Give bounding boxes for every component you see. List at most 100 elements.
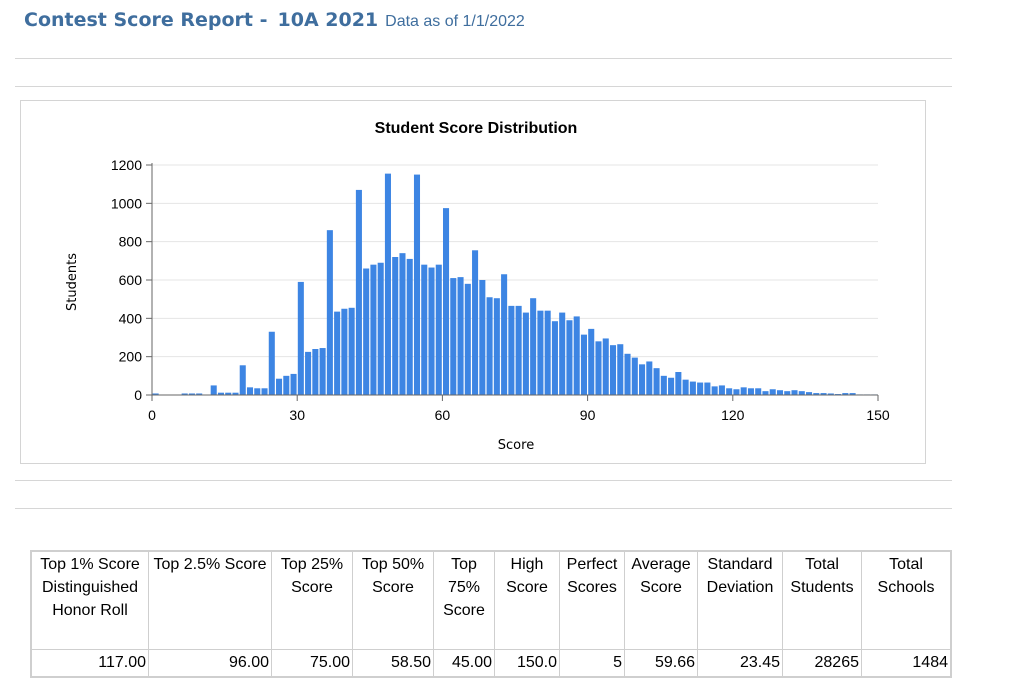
histogram-bar [399, 253, 406, 395]
value-total-schools: 1484 [861, 649, 952, 678]
histogram-bar [413, 174, 421, 395]
histogram-bar [617, 344, 624, 395]
histogram-bar [435, 264, 442, 395]
histogram-bar [660, 375, 667, 395]
histogram-bar [747, 388, 754, 395]
chart-grid [152, 164, 878, 358]
histogram-bar [276, 378, 283, 395]
histogram-bar [225, 392, 232, 395]
histogram-bar [776, 390, 784, 395]
histogram-bar [196, 393, 203, 395]
report-title: Contest Score Report - [24, 9, 268, 31]
histogram-bar [326, 230, 333, 395]
histogram-bar [254, 388, 261, 395]
chart-panel: Student Score Distribution 0 200 400 600 800… [20, 100, 926, 464]
histogram-bar [515, 305, 522, 395]
histogram-bar [493, 298, 500, 395]
histogram-bar [668, 377, 675, 395]
y-tick-label: 400 [119, 310, 143, 326]
page-title: Contest Score Report - 10A 2021 Data as of… [24, 9, 525, 31]
y-tick-label: 0 [134, 387, 142, 403]
histogram-bar [312, 349, 319, 395]
x-tick-label: 150 [866, 407, 890, 423]
histogram-bar [806, 392, 813, 395]
value-top-50-percent: 58.50 [352, 649, 434, 678]
histogram-bar [559, 312, 566, 395]
histogram-bar [334, 311, 341, 395]
histogram-bar [602, 338, 609, 395]
histogram-bar [355, 189, 362, 395]
histogram-bar [726, 388, 733, 395]
y-tick-label: 800 [119, 234, 143, 250]
histogram-bar [305, 351, 312, 395]
histogram-bar [522, 312, 529, 395]
histogram-bar [755, 388, 762, 395]
header-top-25-percent: Top 25% Score [271, 550, 353, 650]
histogram-bar [261, 388, 268, 395]
histogram-bar [682, 379, 689, 395]
chart-bars [152, 173, 878, 395]
y-tick-label: 200 [119, 349, 143, 365]
y-axis-label: Students [65, 253, 80, 311]
value-top-1-percent: 117.00 [30, 649, 149, 678]
value-top-25-percent: 75.00 [271, 649, 353, 678]
header-standard-deviation: Standard Deviation [697, 550, 783, 650]
divider-line [15, 480, 952, 481]
histogram-bar [370, 264, 377, 395]
histogram-bar [428, 267, 435, 395]
histogram-bar [580, 334, 587, 395]
histogram-bar [210, 385, 217, 395]
x-tick-label: 90 [580, 407, 596, 423]
histogram-bar [392, 257, 399, 395]
histogram-bar [798, 391, 805, 395]
histogram-bar [486, 297, 493, 395]
histogram-bar [769, 389, 776, 395]
histogram-bar [217, 392, 224, 395]
header-top-1-percent: Top 1% Score Distinguished Honor Roll [30, 550, 149, 650]
histogram-bar [283, 375, 290, 395]
x-tick-label: 0 [148, 407, 156, 423]
histogram-bar [384, 173, 391, 395]
histogram-bar [239, 365, 246, 395]
histogram-bar [181, 393, 188, 395]
value-top-75-percent: 45.00 [433, 649, 495, 678]
header-total-schools: Total Schools [861, 550, 952, 650]
histogram-bar [791, 390, 798, 395]
histogram-bar [297, 281, 304, 395]
table-header-row: Top 1% Score Distinguished Honor Roll To… [30, 550, 952, 650]
histogram-bar [501, 274, 508, 395]
histogram-bar [704, 382, 711, 395]
score-distribution-chart: Student Score Distribution 0200400600800… [65, 120, 890, 453]
histogram-bar [479, 280, 486, 395]
histogram-bar [508, 305, 515, 395]
histogram-bar [377, 262, 384, 395]
header-total-students: Total Students [782, 550, 862, 650]
histogram-bar [268, 331, 275, 395]
histogram-bar [421, 264, 428, 395]
histogram-bar [232, 392, 239, 395]
histogram-bar [450, 278, 457, 395]
y-tick-label: 600 [119, 272, 143, 288]
data-as-of: Data as of 1/1/2022 [385, 13, 525, 30]
chart-title: Student Score Distribution [375, 120, 578, 137]
histogram-bar [348, 307, 355, 395]
histogram-bar [813, 393, 820, 395]
divider-line [15, 58, 952, 59]
histogram-bar [544, 310, 551, 395]
histogram-bar [188, 393, 195, 395]
divider-line [15, 86, 952, 87]
histogram-bar [566, 320, 573, 395]
header-average-score: Average Score [624, 550, 698, 650]
value-average-score: 59.66 [624, 649, 698, 678]
histogram-bar [733, 389, 740, 395]
x-tick-label: 60 [435, 407, 451, 423]
value-standard-deviation: 23.45 [697, 649, 783, 678]
histogram-bar [639, 364, 646, 395]
histogram-bar [588, 328, 595, 395]
histogram-bar [842, 393, 849, 395]
histogram-bar [537, 310, 544, 395]
histogram-bar [464, 283, 471, 395]
header-high-score: High Score [494, 550, 560, 650]
histogram-bar [653, 368, 660, 395]
table-row: 117.00 96.00 75.00 58.50 45.00 150.0 5 5… [30, 649, 952, 678]
